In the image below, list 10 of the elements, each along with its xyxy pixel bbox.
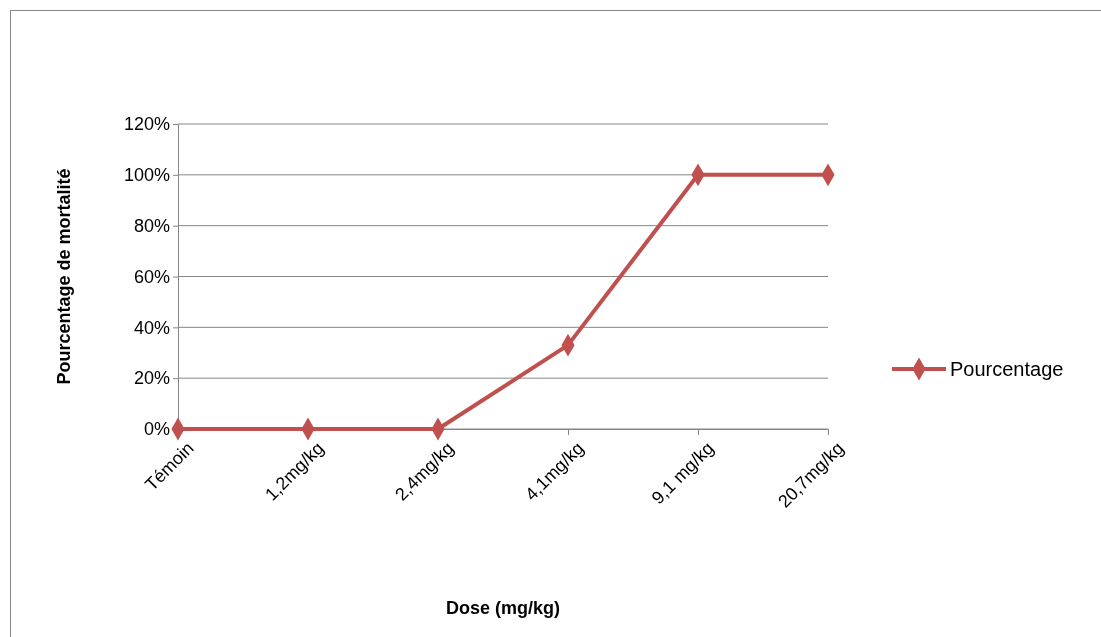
x-axis-title: Dose (mg/kg) <box>445 598 561 618</box>
y-tick-label: 120% <box>123 114 170 135</box>
y-tick-label: 100% <box>123 165 170 186</box>
y-tick-label: 60% <box>133 266 170 287</box>
legend-label: Pourcentage <box>950 358 1064 380</box>
y-tick-label: 40% <box>133 317 170 338</box>
y-axis-title: Pourcentage de mortalité <box>54 168 74 385</box>
y-tick-label: 20% <box>133 368 170 389</box>
y-tick-label: 80% <box>133 215 170 236</box>
y-tick-label: 0% <box>143 419 170 440</box>
